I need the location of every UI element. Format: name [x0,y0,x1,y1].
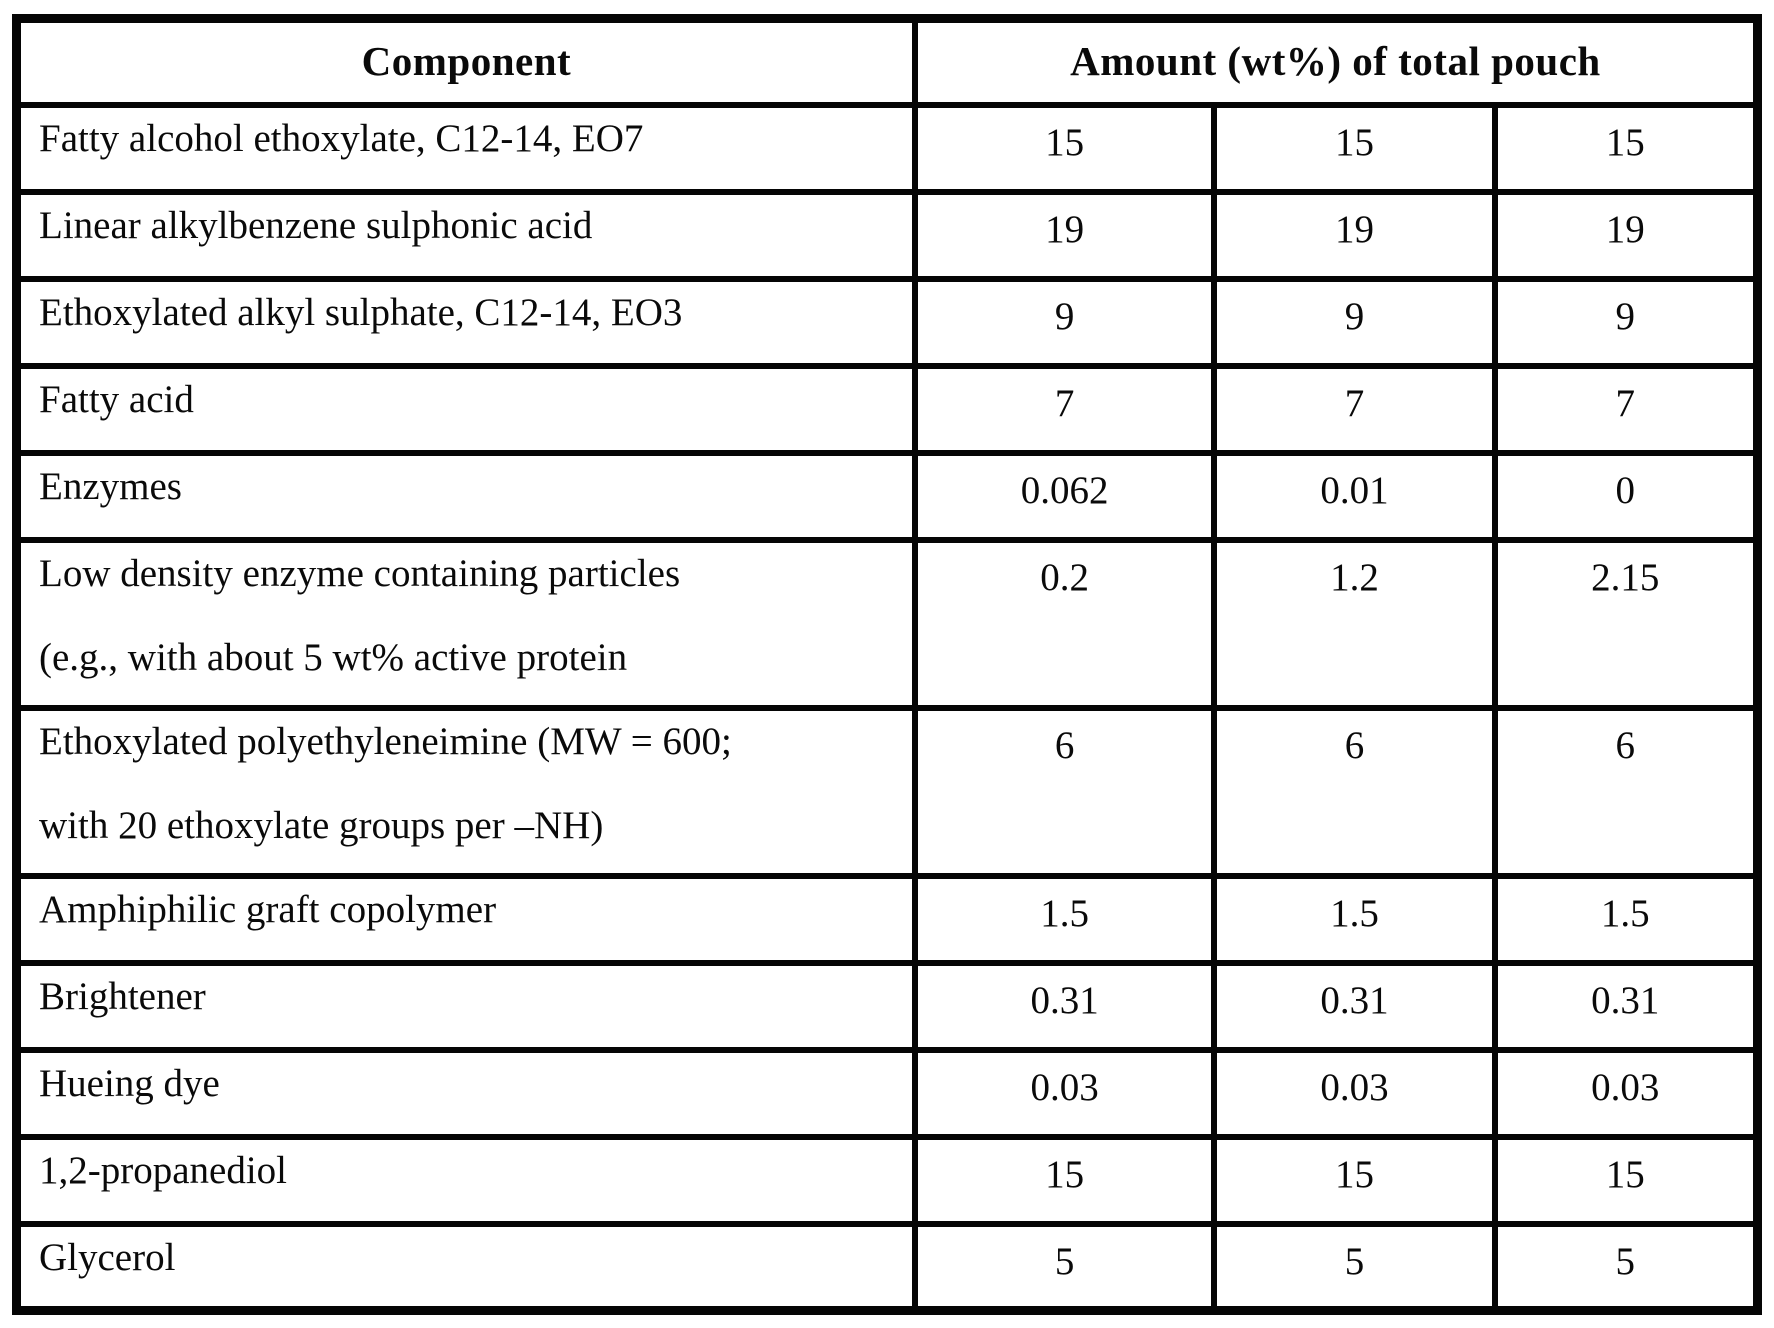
table-row: Ethoxylated polyethyleneimine (MW = 600;… [13,704,1761,879]
table-header-row: Component Amount (wt%) of total pouch [13,15,1761,108]
component-cell: Enzymes [13,449,918,543]
value-cell: 0.03 [1491,1046,1761,1140]
value-cell: 9 [1211,275,1498,369]
value-cell: 0.31 [911,959,1218,1053]
table-row: Enzymes 0.062 0.01 0 [13,449,1761,543]
value-cell: 6 [1211,704,1498,879]
value-cell: 9 [911,275,1218,369]
value-cell: 19 [911,188,1218,282]
component-cell: Hueing dye [13,1046,918,1140]
value-cell: 15 [1211,1133,1498,1227]
value-cell: 19 [1491,188,1761,282]
component-cell: Fatty acid [13,362,918,456]
table-row: Hueing dye 0.03 0.03 0.03 [13,1046,1761,1140]
component-column-header: Component [13,15,918,108]
component-line-1: Ethoxylated polyethyleneimine (MW = 600; [39,719,732,763]
component-cell: 1,2-propanediol [13,1133,918,1227]
value-cell: 0 [1491,449,1761,543]
value-cell: 15 [1211,101,1498,195]
table-row: Low density enzyme containing particles … [13,536,1761,711]
value-cell: 0.03 [911,1046,1218,1140]
value-cell: 7 [911,362,1218,456]
component-cell: Amphiphilic graft copolymer [13,872,918,966]
table-row: Fatty acid 7 7 7 [13,362,1761,456]
value-cell: 9 [1491,275,1761,369]
value-cell: 1.5 [1211,872,1498,966]
value-cell: 1.5 [1491,872,1761,966]
table-row: Linear alkylbenzene sulphonic acid 19 19… [13,188,1761,282]
value-cell: 0.31 [1491,959,1761,1053]
component-cell: Glycerol [13,1220,918,1314]
component-cell: Linear alkylbenzene sulphonic acid [13,188,918,282]
component-line-1: Low density enzyme containing particles [39,551,681,595]
pouch-composition-table: Component Amount (wt%) of total pouch Fa… [12,14,1762,1315]
value-cell: 2.15 [1491,536,1761,711]
table-row: Fatty alcohol ethoxylate, C12-14, EO7 15… [13,101,1761,195]
value-cell: 5 [911,1220,1218,1314]
component-line-2: with 20 ethoxylate groups per –NH) [39,804,604,848]
component-cell: Low density enzyme containing particles … [13,536,918,711]
component-cell: Brightener [13,959,918,1053]
value-cell: 0.01 [1211,449,1498,543]
component-line-2: (e.g., with about 5 wt% active protein [39,636,628,680]
value-cell: 0.03 [1211,1046,1498,1140]
value-cell: 0.2 [911,536,1218,711]
value-cell: 1.5 [911,872,1218,966]
table-row: Ethoxylated alkyl sulphate, C12-14, EO3 … [13,275,1761,369]
component-cell: Ethoxylated alkyl sulphate, C12-14, EO3 [13,275,918,369]
value-cell: 7 [1491,362,1761,456]
table-row: 1,2-propanediol 15 15 15 [13,1133,1761,1227]
table-row: Brightener 0.31 0.31 0.31 [13,959,1761,1053]
value-cell: 15 [1491,101,1761,195]
value-cell: 6 [911,704,1218,879]
value-cell: 6 [1491,704,1761,879]
value-cell: 15 [911,101,1218,195]
value-cell: 5 [1491,1220,1761,1314]
value-cell: 15 [911,1133,1218,1227]
value-cell: 15 [1491,1133,1761,1227]
value-cell: 0.31 [1211,959,1498,1053]
amount-column-header: Amount (wt%) of total pouch [911,15,1761,108]
value-cell: 0.062 [911,449,1218,543]
value-cell: 7 [1211,362,1498,456]
value-cell: 1.2 [1211,536,1498,711]
component-cell: Ethoxylated polyethyleneimine (MW = 600;… [13,704,918,879]
table-row: Glycerol 5 5 5 [13,1220,1761,1314]
value-cell: 5 [1211,1220,1498,1314]
component-cell: Fatty alcohol ethoxylate, C12-14, EO7 [13,101,918,195]
value-cell: 19 [1211,188,1498,282]
table-row: Amphiphilic graft copolymer 1.5 1.5 1.5 [13,872,1761,966]
